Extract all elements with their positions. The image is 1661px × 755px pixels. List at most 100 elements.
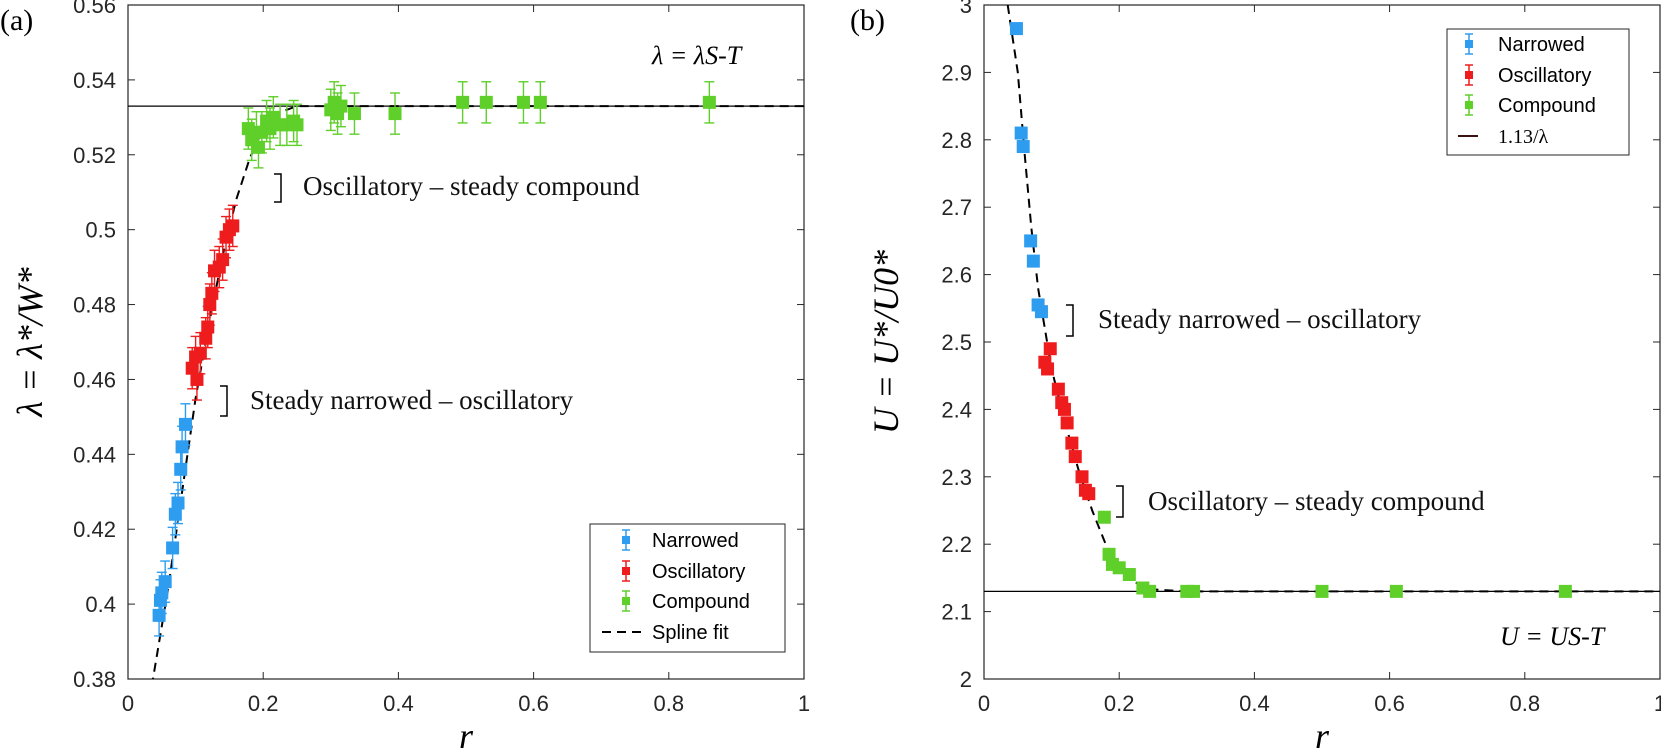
oscillatory-data-point: [193, 346, 207, 360]
narrowed-data-point: [1016, 140, 1030, 154]
panel-a-label: (a): [0, 4, 33, 37]
panel-b-reference-label: U = US-T: [1500, 622, 1606, 651]
compound-data-point: [1122, 568, 1136, 582]
oscillatory-data-point: [199, 331, 213, 345]
y-tick-label: 0.42: [73, 517, 116, 542]
oscillatory-data-point: [1057, 402, 1071, 416]
panel-a-reference-label: λ = λS-T: [651, 41, 743, 70]
plot-clip-group: [128, 81, 804, 679]
compound-data-point: [1558, 584, 1572, 598]
panel-a: (a) 0 0.2 0.4 0.6 0.8 1 0.38 0.4 0.42 0.44 0.46 0.4…: [0, 0, 810, 755]
oscillatory-data-point: [216, 253, 230, 267]
compound-data-point: [1143, 584, 1157, 598]
panel-a-legend: Narrowed Oscillatory Compound Spline fit: [589, 523, 786, 653]
y-tick-label: 2.5: [941, 330, 972, 355]
oscillatory-data-point: [1068, 450, 1082, 464]
compound-data-point: [1112, 561, 1126, 575]
legend-label-compound: Compound: [652, 591, 750, 613]
oscillatory-data-point: [1065, 436, 1079, 450]
x-tick-label: 0.8: [1510, 691, 1541, 716]
x-tick-label: 1: [1654, 691, 1661, 716]
y-tick-label: 2.6: [941, 263, 972, 288]
panel-b-bracket-lower: [1116, 485, 1124, 518]
compound-data-point: [251, 140, 265, 154]
narrowed-data-point: [1024, 234, 1038, 248]
narrowed-data-point: [1014, 126, 1028, 140]
panel-b-bracket-upper: [1066, 304, 1074, 337]
panel-a-annotation-lower: Steady narrowed – oscillatory: [250, 385, 574, 415]
legend-marker-narrowed: [622, 529, 630, 551]
compound-data-point: [479, 95, 493, 109]
panel-a-plot-area: [128, 81, 804, 679]
legend-label-oscillatory: Oscillatory: [652, 561, 745, 583]
narrowed-data-point: [1009, 22, 1023, 36]
panel-b: (b) 0 0.2 0.4 0.6 0.8 1 2 2.1 2.2 2.3 2.4 2.5 2.6 2.7…: [850, 0, 1661, 755]
x-tick-label: 0: [122, 691, 134, 716]
legend-b-marker-compound: [1465, 94, 1473, 116]
compound-data-point: [533, 95, 547, 109]
compound-data-point: [388, 107, 402, 121]
x-tick-label: 0.6: [518, 691, 549, 716]
compound-data-point: [347, 107, 361, 121]
y-tick-label: 2.4: [941, 397, 972, 422]
y-tick-label: 0.46: [73, 367, 116, 392]
panel-a-bracket-upper: [274, 173, 282, 203]
panel-b-x-axis-label: r: [1315, 716, 1330, 755]
fit-line: [151, 105, 804, 679]
compound-data-point: [516, 95, 530, 109]
legend-label-spline-fit: Spline fit: [652, 622, 729, 644]
oscillatory-data-point: [1060, 416, 1074, 430]
y-tick-label: 2.8: [941, 128, 972, 153]
narrowed-data-point: [1026, 254, 1040, 268]
panel-b-plot-area: [984, 5, 1660, 598]
panel-a-axes-box: [127, 4, 805, 680]
legend-b-marker-narrowed: [1465, 33, 1473, 55]
y-tick-label: 2.2: [941, 532, 972, 557]
narrowed-data-point: [174, 462, 188, 476]
panel-b-legend: Narrowed Oscillatory Compound 1.13/λ: [1446, 28, 1630, 156]
y-tick-label: 0.52: [73, 143, 116, 168]
compound-data-point: [290, 118, 304, 132]
y-tick-label: 0.44: [73, 442, 116, 467]
compound-data-point: [1315, 584, 1329, 598]
legend-b-label-narrowed: Narrowed: [1498, 34, 1585, 56]
legend-marker-compound: [622, 590, 630, 612]
narrowed-data-point: [1034, 305, 1048, 319]
panel-b-label: (b): [850, 4, 885, 37]
y-tick-label: 3: [960, 0, 972, 18]
oscillatory-data-point: [203, 298, 217, 312]
legend-label-narrowed: Narrowed: [652, 530, 739, 552]
oscillatory-data-point: [1043, 342, 1057, 356]
compound-data-point: [702, 95, 716, 109]
panel-a-annotation-upper: Oscillatory – steady compound: [303, 171, 640, 201]
oscillatory-data-point: [205, 286, 219, 300]
narrowed-data-point: [155, 586, 169, 600]
oscillatory-data-point: [1041, 362, 1055, 376]
compound-data-point: [1097, 510, 1111, 524]
panel-a-bracket-lower: [220, 385, 228, 417]
narrowed-data-point: [178, 417, 192, 431]
panel-b-ticks: 0 0.2 0.4 0.6 0.8 1 2 2.1 2.2 2.3 2.4 2.5 2.6 2.7 2.8 2…: [941, 0, 1661, 716]
narrowed-data-point: [166, 541, 180, 555]
x-tick-label: 0.6: [1374, 691, 1405, 716]
oscillatory-data-point: [226, 219, 240, 233]
compound-data-point: [456, 95, 470, 109]
y-tick-label: 0.48: [73, 293, 116, 318]
panel-a-legend-box: [589, 523, 786, 653]
x-tick-label: 0.2: [248, 691, 279, 716]
oscillatory-data-point: [201, 320, 215, 334]
y-tick-label: 0.38: [73, 667, 116, 692]
y-tick-label: 2.7: [941, 195, 972, 220]
legend-b-label-oscillatory: Oscillatory: [1498, 65, 1591, 87]
plot-clip-group: [984, 5, 1660, 598]
x-tick-label: 0: [978, 691, 990, 716]
narrowed-data-point: [152, 608, 166, 622]
panel-a-x-axis-label: r: [459, 716, 474, 755]
y-tick-label: 2.1: [941, 600, 972, 625]
oscillatory-data-point: [1051, 382, 1065, 396]
x-tick-label: 0.4: [1239, 691, 1270, 716]
oscillatory-data-point: [1075, 470, 1089, 484]
y-tick-label: 2.9: [941, 60, 972, 85]
legend-b-marker-oscillatory: [1465, 64, 1473, 86]
